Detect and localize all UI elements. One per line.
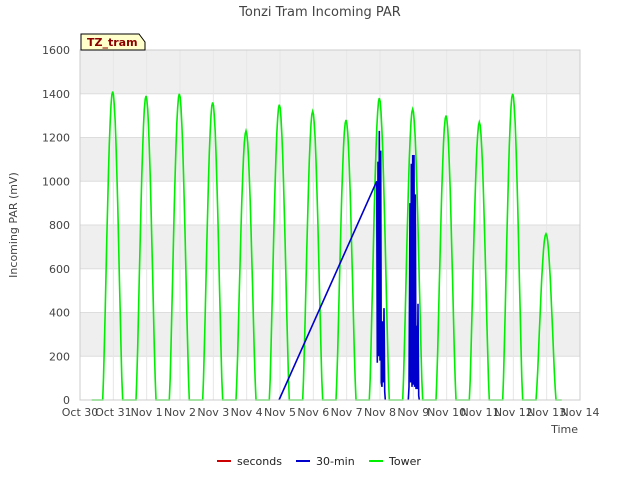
y-axis-label: Incoming PAR (mV) — [7, 172, 20, 278]
x-tick-label: Nov 10 — [427, 406, 466, 419]
axes — [79, 49, 581, 401]
x-tick-label: Nov 14 — [561, 406, 600, 419]
x-tick-label: Nov 9 — [397, 406, 429, 419]
x-tick-label: Nov 3 — [197, 406, 229, 419]
x-tick-label: Nov 13 — [527, 406, 566, 419]
legend-label-tower: Tower — [388, 455, 421, 468]
y-tick-labels: 0 200 400 600 800 1000 1200 1400 1600 — [42, 44, 70, 407]
x-tick-label: Oct 30 — [62, 406, 99, 419]
y-tick-label: 400 — [49, 307, 70, 320]
y-tick-label: 1600 — [42, 44, 70, 57]
legend: seconds 30-min Tower — [217, 455, 421, 468]
x-tick-label: Nov 4 — [231, 406, 263, 419]
x-tick-label: Nov 1 — [131, 406, 163, 419]
x-axis-label: Time — [550, 423, 578, 436]
x-tick-label: Nov 11 — [461, 406, 500, 419]
plot-band — [80, 312, 580, 357]
x-tick-label: Nov 2 — [164, 406, 196, 419]
y-tick-label: 1400 — [42, 88, 70, 101]
y-tick-label: 600 — [49, 263, 70, 276]
x-tick-label: Nov 7 — [331, 406, 363, 419]
x-tick-label: Nov 5 — [264, 406, 296, 419]
plot-band — [80, 50, 580, 94]
y-tick-label: 200 — [49, 350, 70, 363]
annotation-badge-label: TZ_tram — [87, 36, 138, 49]
plot-band — [80, 137, 580, 182]
y-tick-label: 800 — [49, 219, 70, 232]
x-tick-label: Nov 6 — [297, 406, 329, 419]
legend-label-30min: 30-min — [316, 455, 355, 468]
chart-title: Tonzi Tram Incoming PAR — [238, 5, 401, 20]
y-tick-label: 1200 — [42, 132, 70, 145]
annotation-badge: TZ_tram — [80, 33, 146, 51]
x-tick-label: Oct 31 — [95, 406, 132, 419]
x-tick-label: Nov 12 — [494, 406, 533, 419]
plot-band — [80, 225, 580, 269]
series-line-30min — [278, 130, 421, 401]
plot-frame — [79, 49, 581, 401]
y-tick-label: 0 — [63, 394, 70, 407]
y-tick-label: 1000 — [42, 175, 70, 188]
legend-label-seconds: seconds — [237, 455, 282, 468]
annotation-badge-box — [80, 33, 146, 51]
x-tick-label: Nov 8 — [364, 406, 396, 419]
